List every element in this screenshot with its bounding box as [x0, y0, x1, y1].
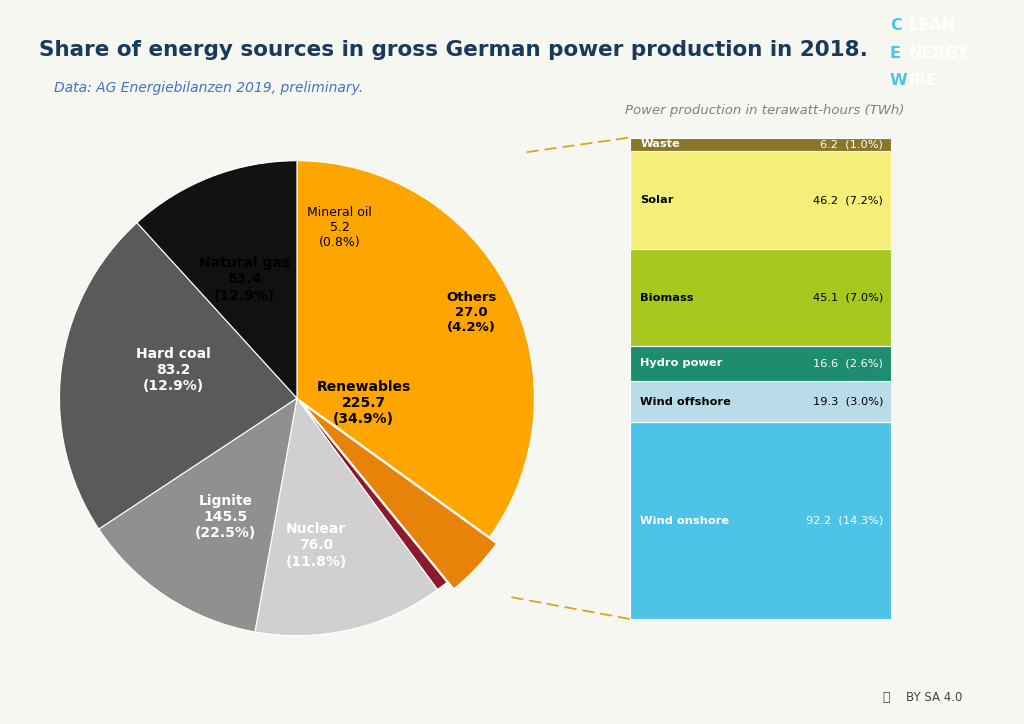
Text: Wind offshore: Wind offshore	[640, 397, 731, 407]
Text: Wind onshore: Wind onshore	[640, 515, 729, 526]
Bar	[630, 249, 891, 345]
Text: Lignite
145.5
(22.5%): Lignite 145.5 (22.5%)	[196, 494, 256, 540]
Wedge shape	[137, 161, 297, 398]
Text: Renewables
225.7
(34.9%): Renewables 225.7 (34.9%)	[316, 380, 411, 426]
Text: Others
27.0
(4.2%): Others 27.0 (4.2%)	[446, 291, 497, 334]
Text: 6.2  (1.0%): 6.2 (1.0%)	[820, 139, 883, 149]
Bar	[630, 381, 891, 422]
Text: Hard coal
83.2
(12.9%): Hard coal 83.2 (12.9%)	[136, 347, 211, 393]
Text: BY SA 4.0: BY SA 4.0	[906, 691, 963, 704]
Wedge shape	[297, 161, 535, 537]
Wedge shape	[304, 405, 497, 589]
Wedge shape	[297, 398, 446, 589]
Text: 92.2  (14.3%): 92.2 (14.3%)	[806, 515, 883, 526]
Text: Mineral oil
5.2
(0.8%): Mineral oil 5.2 (0.8%)	[307, 206, 372, 249]
Text: 16.6  (2.6%): 16.6 (2.6%)	[813, 358, 883, 369]
Text: E: E	[890, 46, 901, 61]
Text: Data: AG Energiebilanzen 2019, preliminary.: Data: AG Energiebilanzen 2019, prelimina…	[54, 81, 364, 95]
Text: Natural gas
83.4
(12.9%): Natural gas 83.4 (12.9%)	[199, 256, 290, 303]
Text: NERGY: NERGY	[908, 46, 970, 61]
Text: Hydro power: Hydro power	[640, 358, 723, 369]
Text: Biomass: Biomass	[640, 292, 693, 303]
Text: C: C	[890, 18, 901, 33]
Text: Share of energy sources in gross German power production in 2018.: Share of energy sources in gross German …	[39, 40, 867, 60]
Text: Nuclear
76.0
(11.8%): Nuclear 76.0 (11.8%)	[286, 522, 346, 568]
Text: Ⓒ: Ⓒ	[883, 691, 890, 704]
Bar	[630, 422, 891, 619]
Text: 46.2  (7.2%): 46.2 (7.2%)	[813, 195, 883, 205]
Wedge shape	[98, 398, 297, 632]
Text: 19.3  (3.0%): 19.3 (3.0%)	[813, 397, 883, 407]
Text: LEAN: LEAN	[908, 18, 955, 33]
Text: Solar: Solar	[640, 195, 674, 205]
Text: W: W	[890, 73, 907, 88]
Text: Power production in terawatt-hours (TWh): Power production in terawatt-hours (TWh)	[625, 104, 904, 117]
Wedge shape	[59, 223, 297, 529]
Bar	[630, 345, 891, 381]
Bar	[630, 138, 891, 151]
Text: IRE: IRE	[908, 73, 938, 88]
Text: Waste: Waste	[640, 139, 680, 149]
Wedge shape	[255, 398, 437, 636]
Bar	[630, 151, 891, 249]
Text: 45.1  (7.0%): 45.1 (7.0%)	[813, 292, 883, 303]
